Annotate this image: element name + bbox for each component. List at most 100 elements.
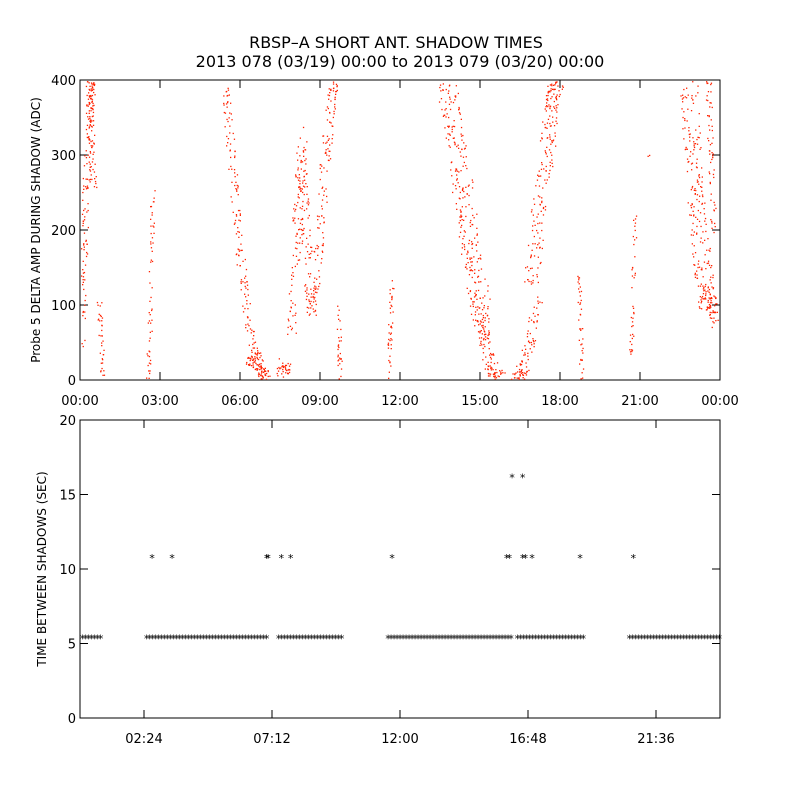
data-point xyxy=(470,261,472,263)
data-point xyxy=(546,105,548,107)
data-point xyxy=(306,289,308,291)
data-point xyxy=(237,194,239,196)
data-point xyxy=(692,137,694,139)
data-point xyxy=(461,253,463,255)
data-point xyxy=(152,225,154,227)
data-point xyxy=(475,306,477,308)
data-point xyxy=(101,358,103,360)
data-point xyxy=(691,185,694,188)
data-point xyxy=(247,308,249,310)
data-point xyxy=(250,365,253,367)
data-point xyxy=(306,141,308,143)
data-point xyxy=(493,373,495,376)
data-point xyxy=(494,375,497,377)
data-point xyxy=(485,363,487,365)
data-point xyxy=(152,242,154,244)
data-point xyxy=(285,372,287,374)
data-point: * xyxy=(257,633,264,646)
data-point xyxy=(277,370,280,372)
data-point xyxy=(236,174,239,176)
data-point xyxy=(244,277,246,279)
data-point xyxy=(290,306,292,308)
data-point xyxy=(390,304,392,306)
data-point xyxy=(467,185,470,187)
data-point: * xyxy=(442,633,449,646)
data-point xyxy=(468,184,470,186)
data-point xyxy=(490,361,492,364)
data-point xyxy=(312,301,315,303)
data-point xyxy=(546,122,549,124)
data-point xyxy=(391,297,393,299)
data-point xyxy=(448,116,450,119)
data-point: * xyxy=(514,633,521,646)
data-point xyxy=(534,243,536,245)
data-point xyxy=(529,267,532,270)
data-point xyxy=(542,206,545,209)
data-point xyxy=(248,356,250,359)
data-point xyxy=(249,359,251,362)
data-point xyxy=(546,146,548,148)
data-point xyxy=(89,124,91,126)
data-point xyxy=(519,375,521,377)
data-point xyxy=(252,330,255,333)
data-point xyxy=(328,94,331,97)
data-point xyxy=(487,285,489,287)
data-point xyxy=(459,198,461,200)
data-point xyxy=(454,144,456,146)
data-point xyxy=(515,372,517,374)
data-point xyxy=(244,285,246,288)
data-point xyxy=(326,119,329,121)
data-point xyxy=(491,367,493,369)
data-point xyxy=(704,289,706,291)
data-point xyxy=(150,232,152,235)
data-point xyxy=(89,117,91,120)
data-point xyxy=(332,134,334,136)
data-point xyxy=(700,186,702,188)
data-point: * xyxy=(212,633,219,646)
data-point xyxy=(544,108,546,110)
data-point xyxy=(316,215,319,217)
data-point xyxy=(92,105,94,107)
data-point: * xyxy=(152,633,159,646)
data-point xyxy=(693,256,695,258)
data-point xyxy=(471,243,473,246)
data-point xyxy=(148,340,151,342)
data-point xyxy=(265,370,267,372)
data-point xyxy=(577,281,579,283)
data-point xyxy=(630,349,633,351)
data-point xyxy=(553,84,555,86)
data-point xyxy=(448,103,451,105)
data-point xyxy=(531,344,533,346)
data-point: * xyxy=(314,633,321,646)
data-point xyxy=(537,300,539,302)
data-point xyxy=(444,109,446,111)
data-point: * xyxy=(278,552,285,565)
data-point: * xyxy=(519,552,526,565)
data-point xyxy=(93,142,95,144)
data-point xyxy=(294,222,296,224)
data-point xyxy=(689,140,691,142)
data-point xyxy=(696,274,698,276)
data-point xyxy=(687,161,689,163)
data-point xyxy=(500,372,502,375)
data-point xyxy=(225,103,228,105)
data-point xyxy=(542,187,544,189)
data-point xyxy=(98,313,100,315)
data-point xyxy=(468,274,471,276)
data-point xyxy=(321,165,323,167)
data-point xyxy=(251,359,254,361)
data-point xyxy=(713,322,715,324)
data-point xyxy=(299,188,301,190)
data-point xyxy=(533,235,535,238)
data-point xyxy=(557,85,559,87)
data-point xyxy=(701,176,703,178)
data-point xyxy=(469,221,471,224)
data-point xyxy=(479,323,481,325)
data-point xyxy=(691,243,693,245)
data-point xyxy=(542,214,545,216)
data-point xyxy=(97,319,99,321)
data-point xyxy=(689,155,691,157)
data-point xyxy=(91,83,93,85)
data-point xyxy=(709,129,711,131)
data-point: * xyxy=(281,633,288,646)
